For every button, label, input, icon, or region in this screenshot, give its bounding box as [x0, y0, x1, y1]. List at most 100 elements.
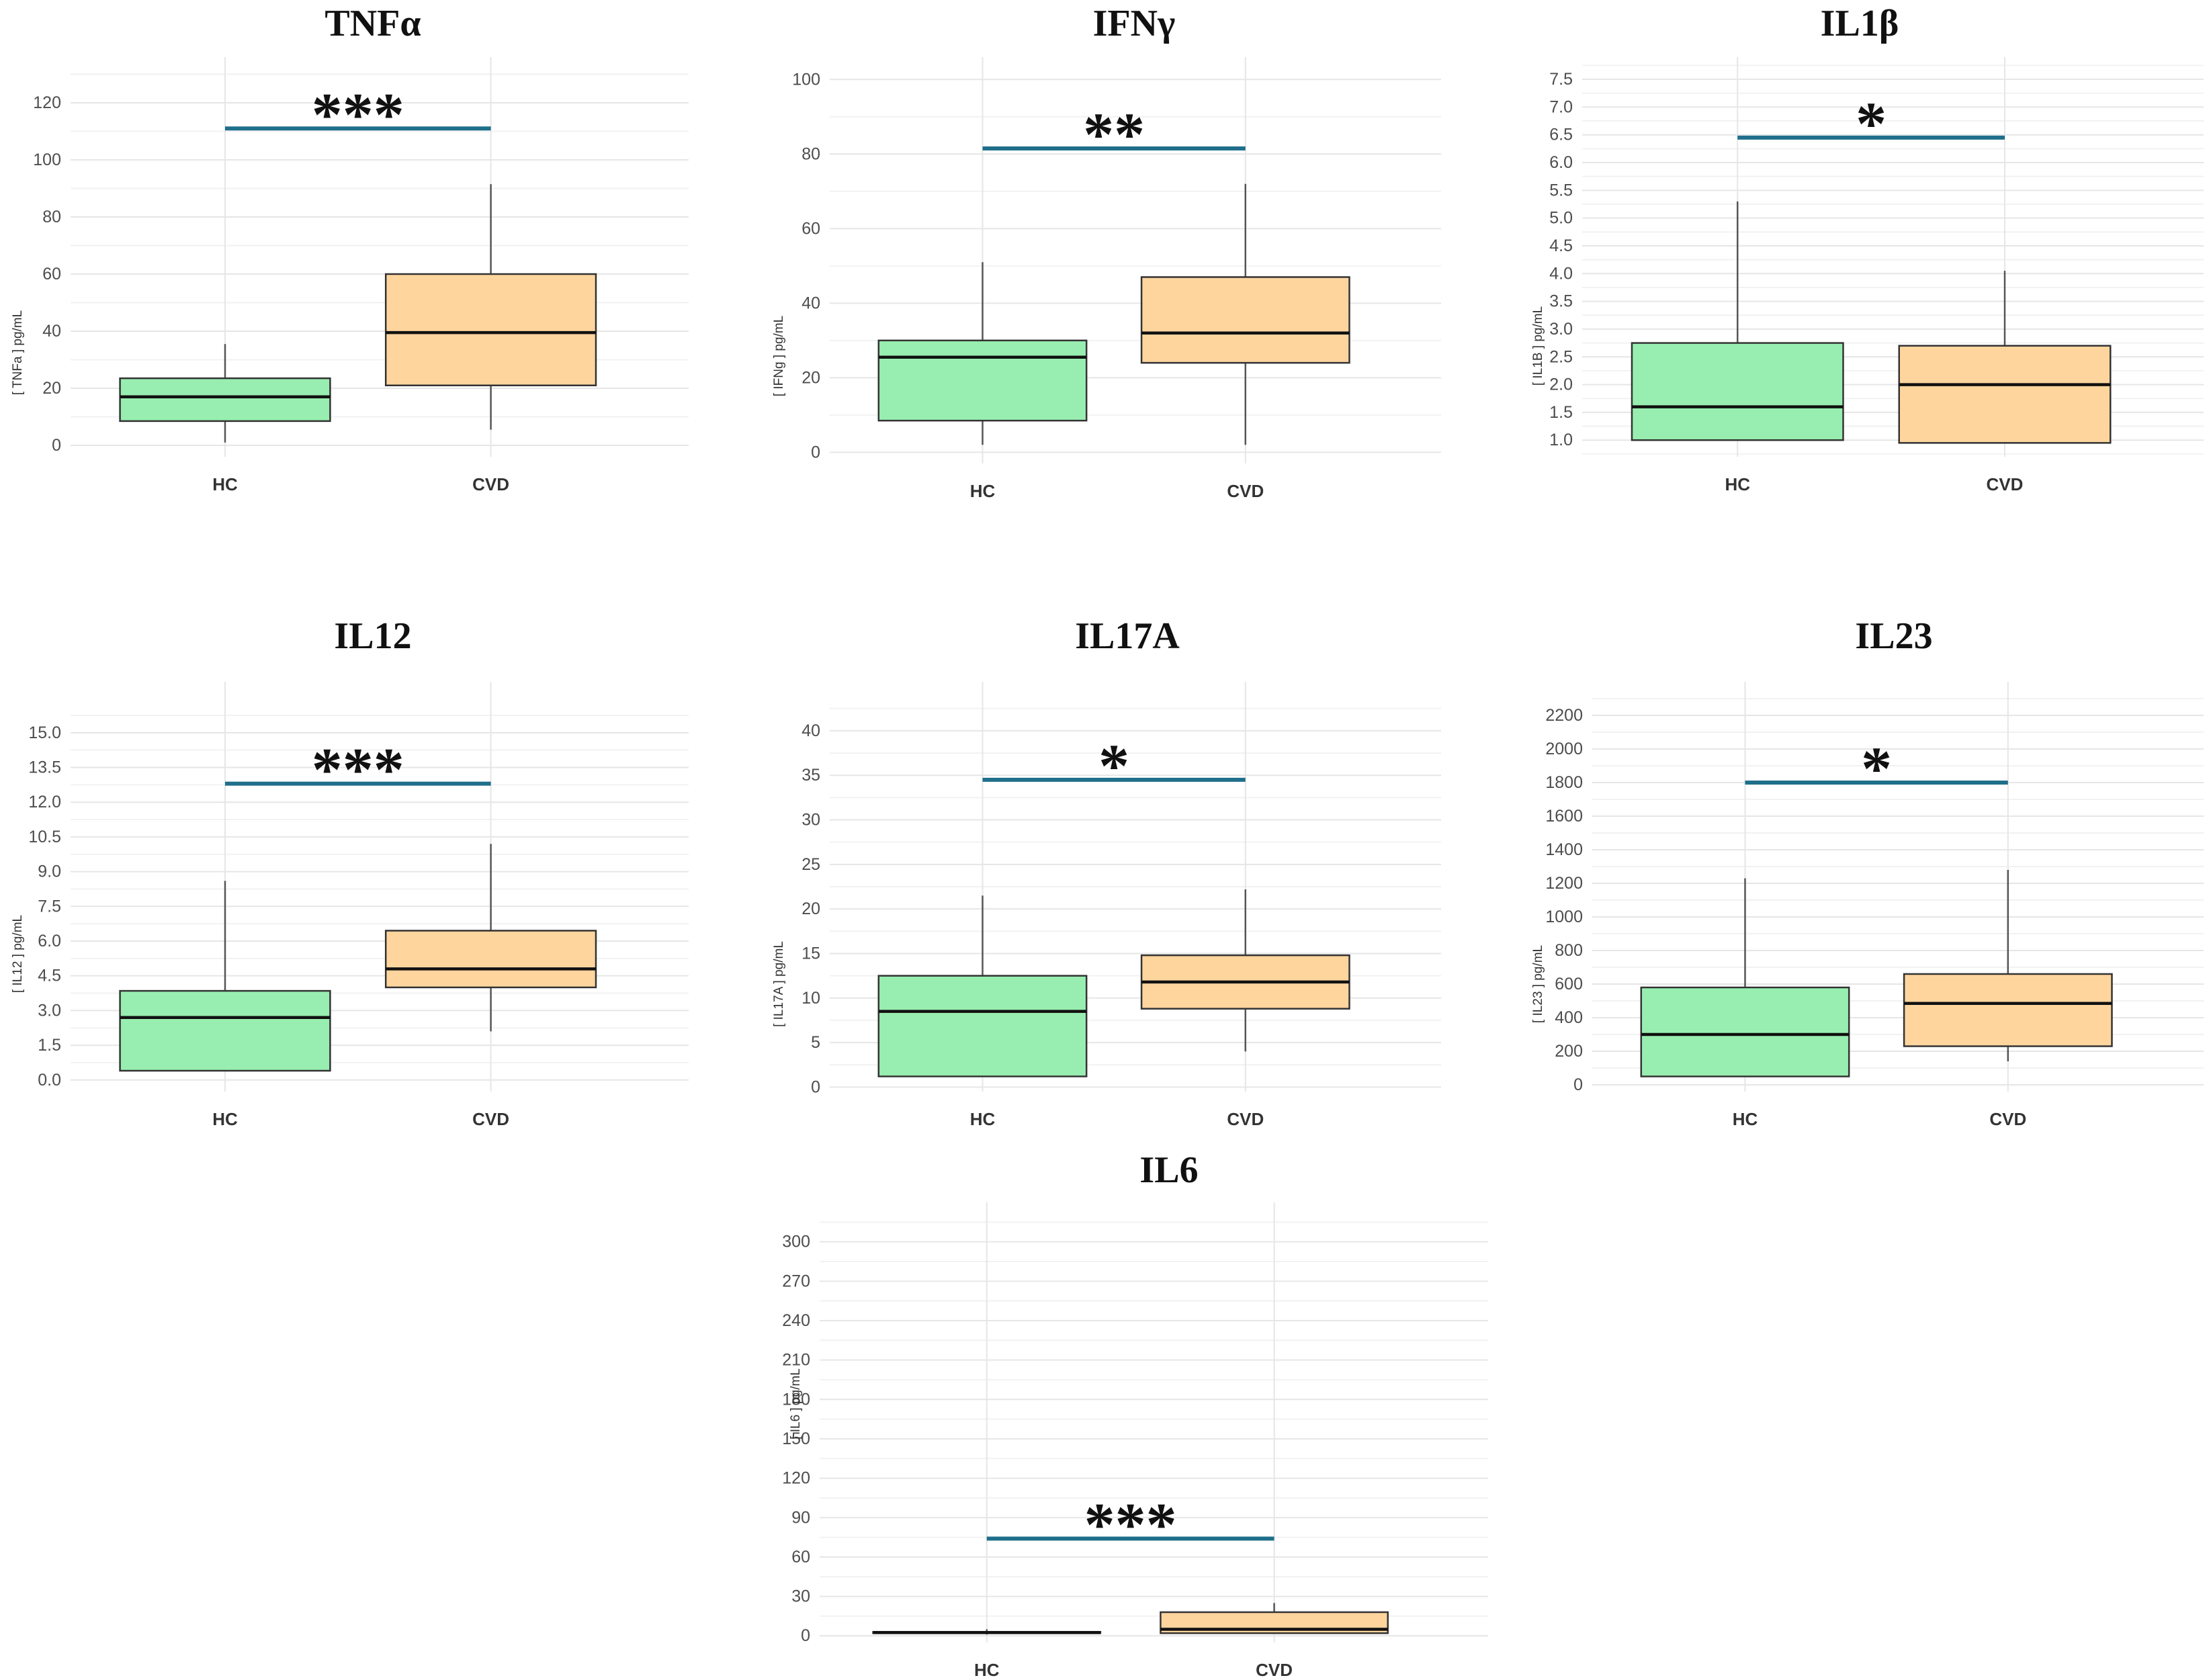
box-hc	[119, 377, 331, 423]
y-tick-label: 30	[791, 1587, 810, 1606]
y-tick-label: 2.5	[1549, 347, 1573, 366]
x-tick-label: CVD	[1989, 1109, 2026, 1129]
box-hc	[119, 989, 331, 1072]
box-cvd	[384, 273, 597, 386]
y-tick-label: 120	[782, 1469, 810, 1488]
y-tick-label: 40	[801, 721, 820, 740]
y-tick-label: 7.0	[1549, 97, 1573, 116]
y-tick-label: 35	[801, 766, 820, 785]
panel-il17a: IL17A 0 5 10 15 20 25 30 35 40 [ IL17A ] pg/mL HC C…	[746, 605, 1485, 1149]
y-tick-label: 20	[801, 899, 820, 918]
y-tick-label: 30	[801, 811, 820, 830]
box-hc	[877, 975, 1088, 1077]
significance-stars: ***	[1084, 1491, 1177, 1559]
y-tick-label: 13.5	[28, 758, 61, 777]
y-tick-label: 0.0	[38, 1071, 61, 1090]
y-tick-label: 20	[801, 368, 820, 387]
y-axis-label: [ IL1B ] pg/mL	[1531, 306, 1545, 386]
x-tick-label: HC	[1733, 1109, 1758, 1129]
y-tick-label: 1.5	[1549, 403, 1573, 422]
box-hc	[1631, 342, 1844, 441]
box-cvd	[1898, 345, 2112, 444]
chart-title: IL1β	[1820, 3, 1899, 44]
y-tick-label: 90	[791, 1508, 810, 1527]
y-tick-label: 1200	[1545, 874, 1583, 893]
y-tick-label: 4.5	[1549, 236, 1573, 255]
y-axis-label: [ IL12 ] pg/mL	[11, 915, 25, 993]
y-tick-label: 100	[33, 150, 61, 169]
chart-ifng: 0 20 40 60 80 100 [ IFNg ] pg/mL HC CVD **	[772, 57, 1441, 501]
chart-title: IFNγ	[1092, 3, 1176, 44]
y-tick-label: 3.0	[38, 1001, 61, 1020]
chart-tnfa: 0 20 40 60 80 100 120 [ TNFa ] pg/mL HC CVD ***	[11, 57, 689, 494]
y-tick-label: 9.0	[38, 863, 61, 881]
y-tick-label: 0	[811, 1077, 820, 1096]
y-tick-label: 12.0	[28, 793, 61, 811]
chart-il17a: 0 5 10 15 20 25 30 35 40 [ IL17A ] pg/mL HC CVD *	[772, 682, 1441, 1129]
y-tick-label: 270	[782, 1272, 810, 1290]
chart-title: IL17A	[1075, 615, 1180, 657]
box-hc	[1640, 986, 1850, 1077]
y-tick-label: 80	[42, 208, 61, 226]
y-tick-label: 0	[52, 436, 61, 455]
chart-title: IL6	[1139, 1149, 1199, 1191]
y-tick-label: 200	[1555, 1042, 1583, 1061]
box-cvd	[1140, 276, 1350, 364]
y-tick-label: 150	[782, 1429, 810, 1448]
box-hc	[877, 339, 1088, 422]
y-tick-label: 15	[801, 944, 820, 963]
y-tick-label: 600	[1555, 975, 1583, 993]
y-tick-label: 0	[801, 1626, 810, 1645]
significance-stars: *	[1856, 89, 1887, 158]
y-tick-label: 1600	[1545, 807, 1583, 826]
y-tick-label: 0	[811, 443, 820, 461]
x-tick-label: CVD	[1227, 1109, 1264, 1129]
x-tick-label: HC	[212, 474, 238, 494]
y-tick-label: 7.5	[38, 897, 61, 916]
y-tick-label: 3.5	[1549, 292, 1573, 311]
x-tick-label: HC	[212, 1109, 238, 1129]
x-tick-label: CVD	[1256, 1660, 1293, 1680]
panel-il12: IL12 0.0 1.5 3.0 4.5 6.0 7.5 9.0 10.5 12.0 13.5 15…	[0, 605, 739, 1149]
chart-title: IL12	[334, 615, 412, 657]
x-tick-label: HC	[1725, 474, 1750, 494]
y-tick-label: 80	[801, 144, 820, 163]
chart-il12: 0.0 1.5 3.0 4.5 6.0 7.5 9.0 10.5 12.0 13.5 15.0 [ I…	[11, 682, 689, 1129]
y-tick-label: 6.5	[1549, 126, 1573, 144]
y-axis-label: [ IL23 ] pg/mL	[1531, 945, 1545, 1023]
y-axis-label: [ TNFa ] pg/mL	[11, 310, 25, 395]
y-tick-label: 6.0	[38, 932, 61, 950]
y-tick-label: 40	[42, 322, 61, 341]
y-tick-label: 60	[42, 265, 61, 283]
chart-il23: 0 200 400 600 800 1000 1200 1400 1600 1800 2000 220…	[1531, 682, 2204, 1129]
y-tick-label: 1.0	[1549, 431, 1573, 449]
y-tick-label: 5	[811, 1033, 820, 1052]
y-axis-label: [ IFNg ] pg/mL	[772, 316, 786, 396]
y-axis-label: [ IL6 ] pg/mL	[789, 1368, 803, 1440]
chart-il6: 0 30 60 90 120 150 180 210 240 270 300 [ IL6 ] pg/m…	[782, 1202, 1488, 1680]
panel-tnfa: TNFα 0 20 40 60 80 100 120 [ TNFa ] pg/mL HC CVD *…	[0, 0, 739, 531]
y-tick-label: 180	[782, 1390, 810, 1409]
significance-stars: ***	[312, 80, 404, 148]
chart-title: TNFα	[324, 3, 421, 44]
panel-il23: IL23 0 200 400 600 800 1000 1200 1400 1600 1800 20…	[1495, 605, 2211, 1149]
box-cvd	[1903, 973, 2113, 1047]
chart-il1b: 1.0 1.5 2.0 2.5 3.0 3.5 4.0 4.5 5.0 5.5 6.0 6.5 7.0 7…	[1531, 57, 2204, 494]
x-tick-label: CVD	[472, 474, 509, 494]
chart-title: IL23	[1855, 615, 1933, 657]
significance-stars: *	[1861, 734, 1892, 803]
y-axis-label: [ IL17A ] pg/mL	[772, 941, 786, 1027]
y-tick-label: 1000	[1545, 908, 1583, 926]
y-tick-label: 240	[782, 1311, 810, 1330]
y-tick-label: 2200	[1545, 706, 1583, 725]
y-tick-label: 210	[782, 1351, 810, 1370]
y-tick-label: 15.0	[28, 723, 61, 742]
x-tick-label: HC	[970, 481, 996, 501]
y-tick-label: 4.5	[38, 967, 61, 985]
x-tick-label: CVD	[1987, 474, 2024, 494]
panel-il1b: IL1β 1.0 1.5 2.0 2.5 3.0 3.5 4.0 4.5 5.0 5.5 6.0 6.…	[1495, 0, 2211, 531]
panel-il6: IL6 0 30 60 90 120 150 180 210 240 270 300 [ IL6 ] …	[739, 1135, 1498, 1680]
y-tick-label: 5.5	[1549, 181, 1573, 200]
y-tick-label: 60	[791, 1548, 810, 1566]
y-tick-label: 1800	[1545, 773, 1583, 792]
